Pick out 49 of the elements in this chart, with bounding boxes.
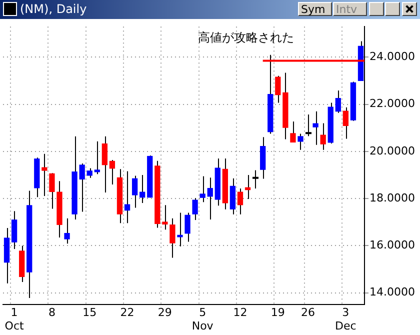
x-tick-label: 1 Oct <box>4 306 24 332</box>
x-tick-label: 26 <box>301 306 316 320</box>
candlestick <box>192 198 198 221</box>
y-tick-label: 18.0000 <box>370 191 416 204</box>
x-tick-label: 5 Nov <box>192 306 214 332</box>
y-tick-label: 20.0000 <box>370 144 416 158</box>
candlestick <box>86 168 92 178</box>
x-tick-label: 12 <box>233 306 248 320</box>
text: Intv <box>333 2 367 16</box>
candlestick <box>162 204 168 230</box>
candlestick <box>124 170 130 224</box>
candlestick <box>177 212 183 247</box>
candlestick <box>79 162 85 212</box>
candlestick <box>11 210 18 250</box>
candlestick <box>184 212 190 242</box>
candlestick <box>170 218 176 258</box>
y-tick-label: 22.0000 <box>370 97 416 110</box>
y-tick-label: 16.0000 <box>370 238 416 252</box>
candlestick <box>320 122 326 150</box>
candlestick <box>102 136 108 193</box>
x-tick-label: 22 <box>120 306 134 320</box>
annotation: 高値が攻略された <box>198 30 294 45</box>
chart-title: (NM), Daily <box>20 1 87 18</box>
candlestick <box>312 110 318 146</box>
candlestick <box>230 178 236 215</box>
candlestick <box>207 177 213 220</box>
candlestick <box>298 133 304 150</box>
x-tick-label: 19 <box>270 306 285 320</box>
text: Sym <box>298 2 332 16</box>
candlestick <box>42 153 48 196</box>
candlestick <box>49 172 55 210</box>
candlestick <box>132 175 138 208</box>
candlestick <box>140 174 146 204</box>
candlestick <box>94 140 100 175</box>
candlestick <box>237 188 244 215</box>
x-tick-label: 8 <box>48 306 56 320</box>
candlestick <box>275 75 281 104</box>
candlestick <box>342 106 349 140</box>
x-tick-label: 15 <box>82 306 97 320</box>
candlestick <box>200 176 206 203</box>
candlestick <box>109 159 116 185</box>
candlestick <box>64 218 70 244</box>
x-tick-label: 29 <box>158 306 172 320</box>
y-tick-label: 24.0000 <box>370 50 416 64</box>
y-tick-label: 14.0000 <box>370 286 416 299</box>
candlestick <box>335 90 341 114</box>
x-tick-label: 3 Dec <box>335 306 356 332</box>
candlestick <box>290 121 296 144</box>
candlestick <box>260 136 266 180</box>
